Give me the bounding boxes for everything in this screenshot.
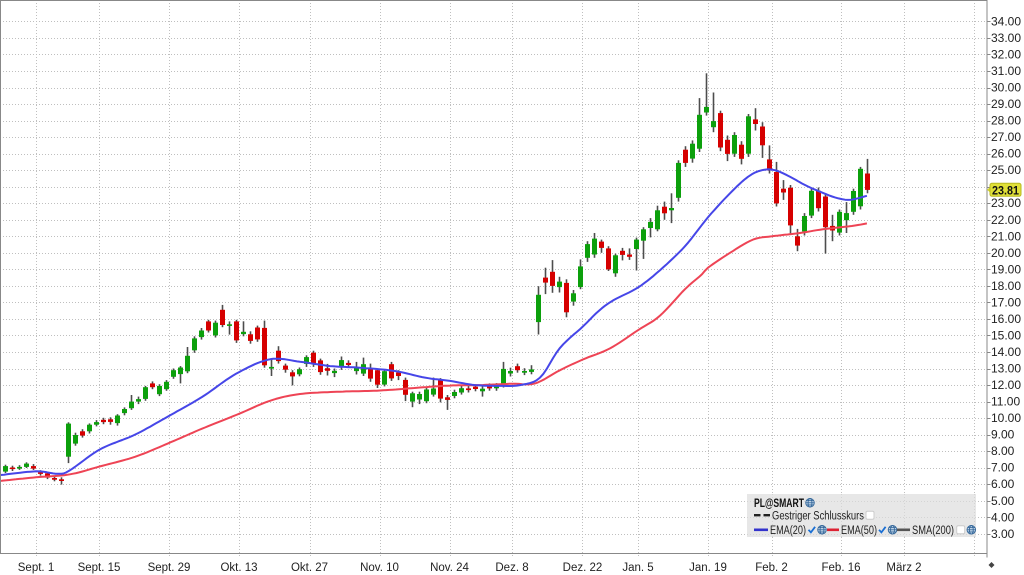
svg-text:20.00: 20.00 [991,246,1021,260]
svg-text:27.00: 27.00 [991,130,1021,144]
svg-text:März 2: März 2 [886,562,921,574]
svg-text:11.00: 11.00 [991,395,1020,409]
svg-text:7.00: 7.00 [991,461,1015,475]
svg-text:30.00: 30.00 [991,81,1021,95]
svg-text:14.00: 14.00 [991,345,1021,359]
svg-text:21.00: 21.00 [991,229,1021,243]
svg-text:34.00: 34.00 [991,14,1021,28]
svg-text:16.00: 16.00 [991,312,1021,326]
svg-text:8.00: 8.00 [991,444,1015,458]
svg-text:10.00: 10.00 [991,411,1021,425]
svg-text:Sept. 15: Sept. 15 [78,562,121,574]
svg-text:32.00: 32.00 [991,48,1021,62]
svg-text:6.00: 6.00 [991,477,1015,491]
svg-text:Dez. 22: Dez. 22 [563,562,603,574]
svg-text:12.00: 12.00 [991,378,1021,392]
svg-text:9.00: 9.00 [991,428,1015,442]
svg-text:31.00: 31.00 [991,64,1021,78]
svg-text:17.00: 17.00 [991,295,1021,309]
svg-text:4.00: 4.00 [991,510,1015,524]
svg-text:Nov. 24: Nov. 24 [430,562,469,574]
svg-text:EMA(50): EMA(50) [841,525,877,537]
svg-text:13.00: 13.00 [991,362,1021,376]
svg-text:26.00: 26.00 [991,147,1021,161]
svg-text:19.00: 19.00 [991,262,1021,276]
svg-text:22.00: 22.00 [991,213,1021,227]
svg-text:15.00: 15.00 [991,329,1021,343]
svg-text:Feb. 2: Feb. 2 [755,562,788,574]
svg-text:Feb. 16: Feb. 16 [822,562,861,574]
svg-text:SMA(200): SMA(200) [912,525,954,537]
svg-text:33.00: 33.00 [991,31,1021,45]
svg-text:18.00: 18.00 [991,279,1021,293]
svg-text:3.00: 3.00 [991,527,1015,541]
svg-text:23.81: 23.81 [992,183,1019,197]
svg-text:EMA(20): EMA(20) [770,525,806,537]
svg-text:Jan. 5: Jan. 5 [622,562,653,574]
svg-text:Okt. 13: Okt. 13 [220,562,257,574]
svg-text:Jan. 19: Jan. 19 [689,562,727,574]
svg-text:Sept. 1: Sept. 1 [18,562,54,574]
svg-text:PL@SMART: PL@SMART [754,498,804,510]
svg-text:Sept. 29: Sept. 29 [148,562,191,574]
svg-text:5.00: 5.00 [991,494,1015,508]
svg-text:25.00: 25.00 [991,163,1021,177]
svg-text:29.00: 29.00 [991,97,1021,111]
svg-text:Okt. 27: Okt. 27 [291,562,328,574]
svg-text:Gestriger Schlusskurs: Gestriger Schlusskurs [772,510,864,522]
svg-text:Dez. 8: Dez. 8 [495,562,528,574]
svg-text:23.00: 23.00 [991,196,1021,210]
svg-text:28.00: 28.00 [991,114,1021,128]
svg-text:Nov. 10: Nov. 10 [360,562,399,574]
